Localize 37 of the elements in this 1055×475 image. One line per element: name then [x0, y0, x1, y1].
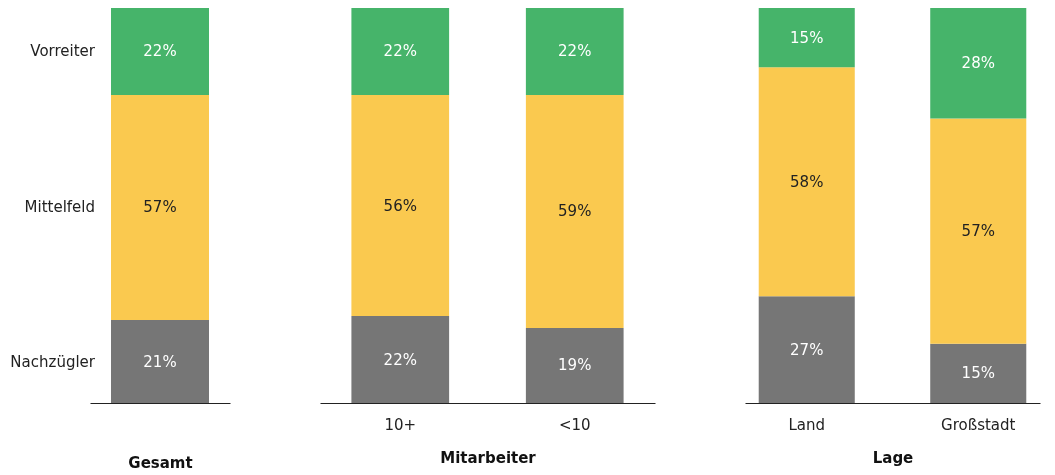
data-label: 57%: [143, 198, 177, 217]
bar: [351, 94, 450, 317]
bar: [758, 67, 855, 297]
x-tick-label: Großstadt: [941, 415, 1016, 434]
data-label: 59%: [558, 202, 592, 221]
data-label: 21%: [143, 352, 177, 371]
x-axis-title: Gesamt: [128, 453, 193, 472]
bar: [351, 8, 450, 95]
bar: [525, 327, 624, 403]
bar: [930, 343, 1027, 403]
bar: [758, 8, 855, 68]
series-label: Nachzügler: [10, 352, 96, 371]
data-label: 27%: [790, 340, 824, 359]
data-label: 22%: [383, 350, 417, 369]
data-label: 57%: [961, 222, 995, 241]
data-label: 19%: [558, 356, 592, 375]
series-label: Vorreiter: [30, 42, 96, 61]
data-label: 15%: [961, 364, 995, 383]
data-label: 28%: [961, 54, 995, 73]
x-tick-label: 10+: [384, 415, 417, 434]
data-label: 56%: [383, 196, 417, 215]
bar: [930, 8, 1027, 119]
series-label: Mittelfeld: [24, 198, 95, 217]
bar: [351, 316, 450, 403]
x-tick-label: <10: [558, 415, 591, 434]
bar: [758, 296, 855, 403]
bar: [525, 8, 624, 95]
data-label: 58%: [790, 172, 824, 191]
x-axis-title: Mitarbeiter: [440, 448, 537, 467]
data-label: 22%: [383, 42, 417, 61]
data-label: 22%: [143, 42, 177, 61]
bar: [930, 118, 1027, 344]
x-tick-label: Land: [788, 415, 826, 434]
data-label: 15%: [790, 28, 824, 47]
data-label: 22%: [558, 42, 592, 61]
x-axis-title: Lage: [872, 448, 914, 467]
bar: [525, 94, 624, 328]
